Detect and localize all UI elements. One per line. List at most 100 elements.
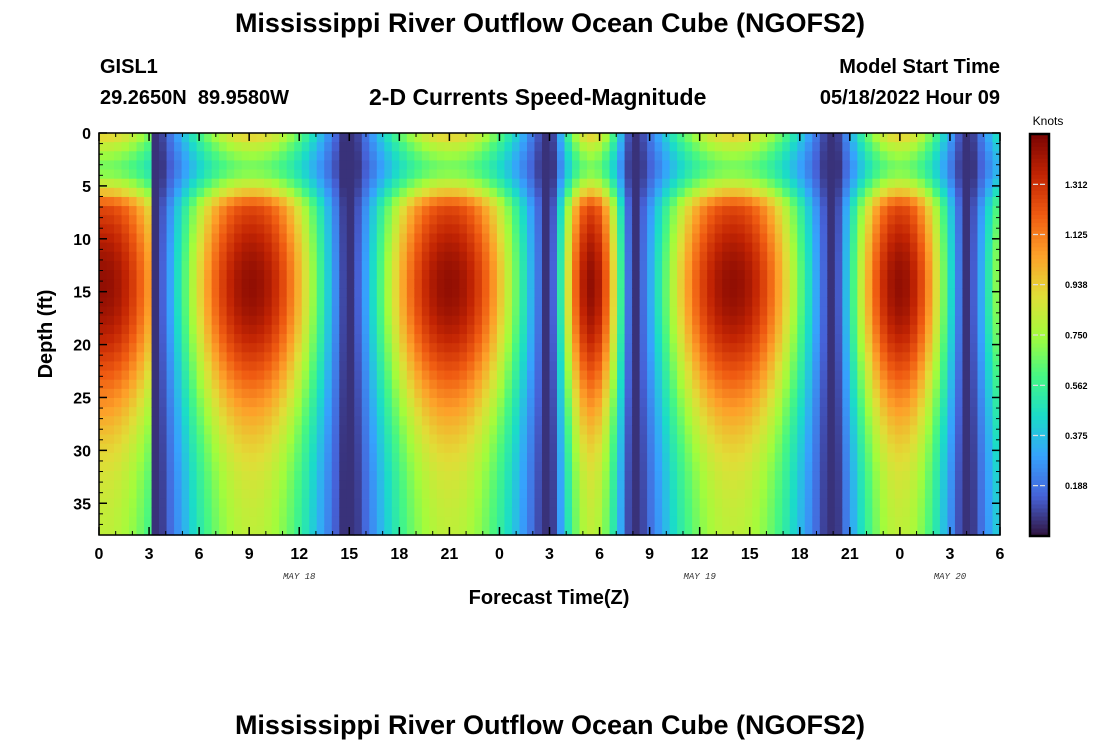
heatmap-cell xyxy=(939,489,949,500)
heatmap-cell xyxy=(436,461,445,472)
heatmap-cell xyxy=(647,480,656,490)
heatmap-cell xyxy=(474,142,483,152)
heatmap-cell xyxy=(639,507,648,518)
heatmap-cell xyxy=(226,251,235,262)
heatmap-cell xyxy=(782,151,791,162)
heatmap-cell xyxy=(579,370,588,381)
heatmap-cell xyxy=(496,324,506,335)
heatmap-cell xyxy=(752,352,761,363)
heatmap-cell xyxy=(594,516,603,527)
heatmap-cell xyxy=(909,196,919,207)
heatmap-cell xyxy=(249,379,258,390)
heatmap-cell xyxy=(376,425,385,436)
heatmap-cell xyxy=(827,242,836,253)
heatmap-cell xyxy=(677,425,686,436)
heatmap-cell xyxy=(106,334,115,344)
heatmap-cell xyxy=(166,334,175,344)
heatmap-cell xyxy=(714,407,723,417)
heatmap-cell xyxy=(324,142,333,152)
heatmap-cell xyxy=(234,215,243,225)
heatmap-cell xyxy=(226,471,235,481)
heatmap-cell xyxy=(827,425,836,436)
heatmap-cell xyxy=(864,434,873,445)
heatmap-cell xyxy=(789,525,798,536)
heatmap-cell xyxy=(436,206,445,216)
heatmap-cell xyxy=(669,187,678,198)
heatmap-cell xyxy=(782,306,791,317)
heatmap-cell xyxy=(759,388,768,399)
heatmap-cell xyxy=(166,297,175,308)
heatmap-cell xyxy=(947,196,956,207)
heatmap-cell xyxy=(744,288,753,299)
heatmap-cell xyxy=(174,361,183,372)
heatmap-cell xyxy=(151,315,160,326)
heatmap-cell xyxy=(144,480,153,490)
heatmap-cell xyxy=(369,142,378,152)
heatmap-cell xyxy=(677,151,686,162)
heatmap-cell xyxy=(699,379,708,390)
heatmap-cell xyxy=(587,260,596,271)
heatmap-cell xyxy=(301,407,310,417)
heatmap-cell xyxy=(534,206,543,216)
heatmap-cell xyxy=(617,443,626,454)
heatmap-cell xyxy=(729,471,738,481)
heatmap-cell xyxy=(872,370,881,381)
heatmap-cell xyxy=(879,224,888,235)
heatmap-cell xyxy=(264,489,273,500)
heatmap-cell xyxy=(196,178,205,189)
heatmap-cell xyxy=(714,260,723,271)
heatmap-cell xyxy=(114,525,123,536)
heatmap-cell xyxy=(541,279,551,289)
heatmap-cell xyxy=(384,233,393,244)
heatmap-cell xyxy=(264,187,273,198)
heatmap-cell xyxy=(294,224,303,235)
heatmap-cell xyxy=(737,443,746,454)
heatmap-cell xyxy=(932,443,941,454)
heatmap-cell xyxy=(939,306,949,317)
heatmap-cell xyxy=(316,196,325,207)
heatmap-cell xyxy=(707,169,716,180)
heatmap-cell xyxy=(669,461,678,472)
heatmap-cell xyxy=(166,397,175,408)
heatmap-cell xyxy=(159,215,168,225)
heatmap-cell xyxy=(849,196,858,207)
heatmap-cell xyxy=(361,260,370,271)
heatmap-cell xyxy=(226,151,235,162)
heatmap-cell xyxy=(399,324,408,335)
heatmap-cell xyxy=(354,343,363,353)
heatmap-cell xyxy=(429,233,438,244)
heatmap-cell xyxy=(451,151,460,162)
heatmap-cell xyxy=(632,187,641,198)
heatmap-cell xyxy=(692,361,701,372)
heatmap-cell xyxy=(684,297,693,308)
heatmap-cell xyxy=(309,471,318,481)
heatmap-cell xyxy=(331,352,340,363)
heatmap-cell xyxy=(572,160,581,171)
heatmap-cell xyxy=(662,160,671,171)
heatmap-cell xyxy=(624,425,633,436)
heatmap-cell xyxy=(114,133,123,143)
heatmap-cell xyxy=(474,224,483,235)
heatmap-cell xyxy=(654,489,663,500)
heatmap-cell xyxy=(572,169,581,180)
heatmap-cell xyxy=(782,215,791,225)
heatmap-cell xyxy=(136,169,145,180)
heatmap-cell xyxy=(444,306,453,317)
heatmap-cell xyxy=(737,352,746,363)
heatmap-cell xyxy=(264,416,273,426)
heatmap-cell xyxy=(391,407,400,417)
heatmap-cell xyxy=(812,196,821,207)
heatmap-cell xyxy=(346,397,355,408)
heatmap-cell xyxy=(106,297,115,308)
heatmap-cell xyxy=(511,370,521,381)
heatmap-cell xyxy=(782,315,791,326)
heatmap-cell xyxy=(496,334,506,344)
heatmap-cell xyxy=(301,471,310,481)
heatmap-cell xyxy=(894,407,903,417)
heatmap-cell xyxy=(99,196,108,207)
heatmap-cell xyxy=(391,352,400,363)
heatmap-cell xyxy=(511,498,521,509)
heatmap-cell xyxy=(812,461,821,472)
heatmap-cell xyxy=(872,397,881,408)
heatmap-cell xyxy=(286,206,295,216)
